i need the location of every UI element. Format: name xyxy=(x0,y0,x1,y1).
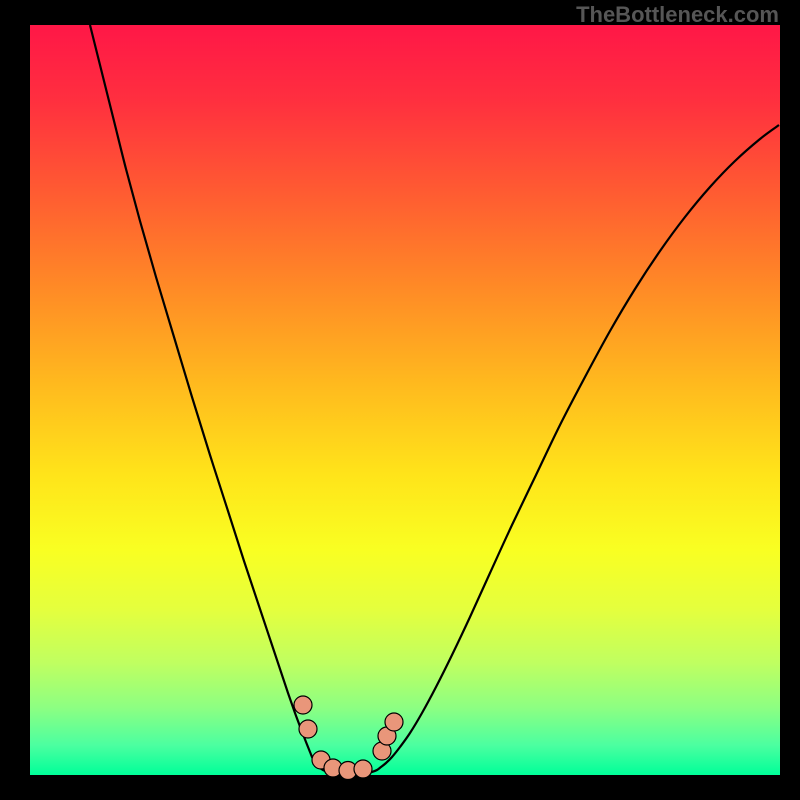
chart-container: TheBottleneck.com xyxy=(0,0,800,800)
data-marker xyxy=(294,696,312,714)
plot-background xyxy=(30,25,780,775)
data-marker xyxy=(299,720,317,738)
data-marker xyxy=(385,713,403,731)
data-marker xyxy=(354,760,372,778)
chart-svg xyxy=(0,0,800,800)
watermark-text: TheBottleneck.com xyxy=(576,2,779,28)
